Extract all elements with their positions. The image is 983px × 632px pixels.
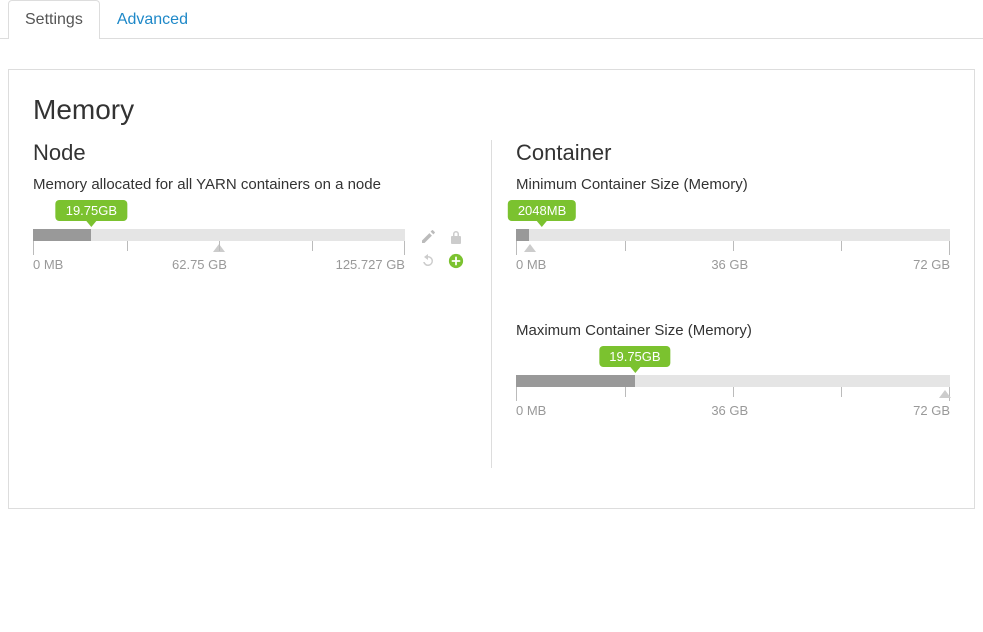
node-label: Memory allocated for all YARN containers… [33, 176, 467, 193]
container-max-slider-area[interactable]: 19.75GB 0 MB 36 GB 72 GB [516, 375, 950, 418]
node-heading: Node [33, 140, 467, 166]
node-slider-fill [33, 229, 91, 241]
node-slider-mid: 62.75 GB [172, 257, 227, 272]
container-min-caret [524, 244, 536, 252]
tab-settings[interactable]: Settings [8, 0, 100, 39]
node-slider-area[interactable]: 19.75GB 0 MB 62.75 GB 125.727 GB [33, 229, 405, 272]
plus-circle-icon[interactable] [448, 253, 464, 269]
container-max-label: Maximum Container Size (Memory) [516, 322, 950, 339]
container-max-mid: 36 GB [711, 403, 748, 418]
tabs: Settings Advanced [0, 0, 983, 39]
memory-panel: Memory Node Memory allocated for all YAR… [8, 69, 975, 509]
container-min-label: Minimum Container Size (Memory) [516, 176, 950, 193]
section-title: Memory [33, 94, 950, 126]
container-min-mid: 36 GB [711, 257, 748, 272]
container-min-min: 0 MB [516, 257, 546, 272]
container-max-badge: 19.75GB [599, 346, 670, 367]
container-max-slider: 19.75GB 0 MB 36 GB 72 GB [516, 375, 950, 418]
container-column: Container Minimum Container Size (Memory… [492, 140, 950, 468]
node-column: Node Memory allocated for all YARN conta… [33, 140, 492, 468]
container-max-caret [939, 390, 951, 398]
container-max-max: 72 GB [913, 403, 950, 418]
node-slider-ticks [33, 241, 405, 255]
pencil-icon[interactable] [420, 229, 436, 245]
container-min-badge: 2048MB [508, 200, 576, 221]
node-slider-actions [417, 229, 467, 269]
container-heading: Container [516, 140, 950, 166]
node-slider-max: 125.727 GB [336, 257, 405, 272]
container-min-max: 72 GB [913, 257, 950, 272]
container-min-slider: 2048MB 0 MB 36 GB 72 GB [516, 229, 950, 272]
container-max-ticks [516, 387, 950, 401]
container-min-fill [516, 229, 529, 241]
lock-icon[interactable] [448, 229, 464, 245]
node-slider-badge: 19.75GB [56, 200, 127, 221]
container-min-slider-area[interactable]: 2048MB 0 MB 36 GB 72 GB [516, 229, 950, 272]
container-max-fill [516, 375, 635, 387]
node-slider: 19.75GB 0 MB 62.75 GB 125.727 GB [33, 229, 467, 272]
container-max-min: 0 MB [516, 403, 546, 418]
undo-icon[interactable] [420, 253, 436, 269]
tab-advanced[interactable]: Advanced [100, 0, 205, 39]
container-min-ticks [516, 241, 950, 255]
node-slider-min: 0 MB [33, 257, 63, 272]
